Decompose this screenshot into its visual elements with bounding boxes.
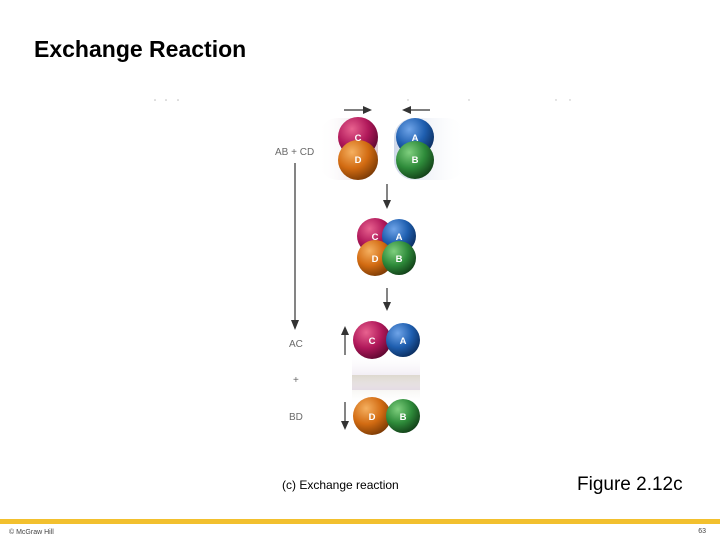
atom-b-intermediate bbox=[382, 241, 416, 275]
atom-a-intermediate-label: A bbox=[396, 232, 403, 243]
product-label-ac: AC bbox=[289, 339, 303, 350]
atom-d bbox=[338, 140, 378, 180]
slide-title: Exchange Reaction bbox=[34, 36, 247, 62]
footer-accent-bar bbox=[0, 519, 720, 524]
step-arrow-2-icon bbox=[383, 288, 391, 311]
atom-b-label: B bbox=[412, 155, 419, 166]
intermediate-cluster: C A D B bbox=[357, 218, 416, 276]
atom-c-intermediate-label: C bbox=[372, 232, 379, 243]
atom-d-intermediate bbox=[357, 240, 393, 276]
approach-arrow-left-icon bbox=[402, 106, 430, 114]
separate-down-arrow-icon bbox=[341, 402, 349, 430]
atom-a-product-label: A bbox=[400, 336, 407, 347]
atom-b-product bbox=[386, 399, 420, 433]
reactant-label: AB + CD bbox=[275, 147, 314, 158]
page-number: 63 bbox=[698, 528, 706, 535]
figure-reference: Figure 2.12c bbox=[577, 474, 683, 495]
atom-d-label: D bbox=[355, 155, 362, 166]
atom-b-intermediate-label: B bbox=[396, 254, 403, 265]
atom-c-product bbox=[353, 321, 391, 359]
copyright-text: © McGraw Hill bbox=[9, 529, 54, 536]
atom-d-product bbox=[353, 397, 391, 435]
overall-reaction-arrow-icon bbox=[291, 163, 299, 330]
atom-c-label: C bbox=[355, 133, 362, 144]
atom-a-label: A bbox=[412, 133, 419, 144]
approach-arrow-right-icon bbox=[344, 106, 372, 114]
atom-a-product bbox=[386, 323, 420, 357]
plus-label: + bbox=[293, 375, 299, 386]
product-label-bd: BD bbox=[289, 412, 303, 423]
atom-b bbox=[396, 141, 434, 179]
faint-marks bbox=[154, 99, 571, 101]
reactants-group: C D A B bbox=[318, 106, 466, 180]
atom-c-product-label: C bbox=[369, 336, 376, 347]
step-arrow-1-icon bbox=[383, 184, 391, 209]
atom-d-intermediate-label: D bbox=[372, 254, 379, 265]
atom-b-product-label: B bbox=[400, 412, 407, 423]
products-group: C A D B bbox=[341, 321, 420, 435]
diagram-caption: (c) Exchange reaction bbox=[282, 478, 399, 492]
separate-up-arrow-icon bbox=[341, 326, 349, 355]
atom-d-product-label: D bbox=[369, 412, 376, 423]
